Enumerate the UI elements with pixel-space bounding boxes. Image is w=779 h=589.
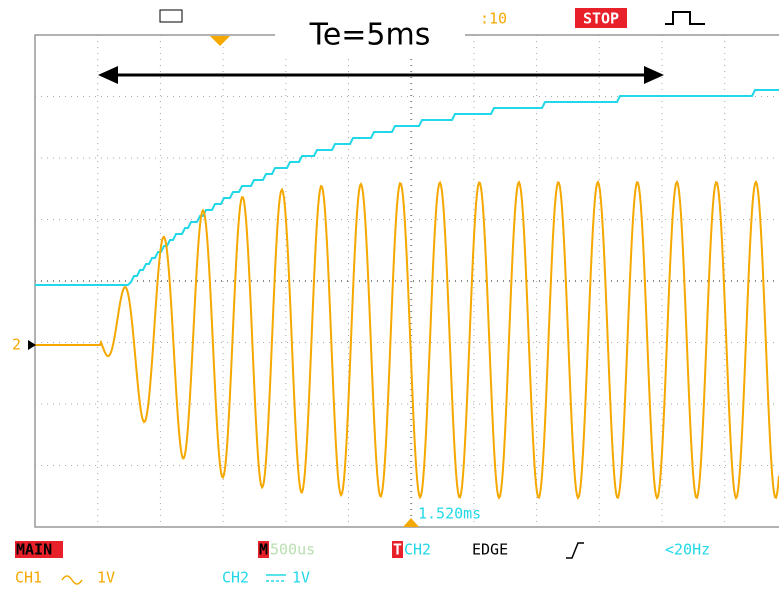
ch1-label: CH1 <box>15 569 42 587</box>
mode: MAIN <box>16 541 52 559</box>
trigger-source: CH2 <box>404 541 431 559</box>
ch2-scale: 1V <box>292 569 310 587</box>
ch2-label: CH2 <box>222 569 249 587</box>
time-ref: :10 <box>480 10 507 28</box>
ch-marker: 2 <box>12 336 21 354</box>
trigger-icon <box>665 12 705 24</box>
scope-screen: STOP :10 2 1.520ms Te=5ms MAIN M 500us T… <box>0 0 779 589</box>
trigger-position <box>210 36 230 46</box>
trigger-filter: <20Hz <box>665 541 710 559</box>
usb-icon <box>160 10 182 22</box>
trigger-point <box>403 518 419 527</box>
ac-icon <box>62 576 82 584</box>
timebase: 500us <box>270 541 315 559</box>
arrow-head <box>644 66 664 84</box>
timebase-prefix: M <box>259 541 268 559</box>
annotation: Te=5ms <box>309 18 431 53</box>
ch1-trace <box>35 182 779 498</box>
slope-icon <box>566 543 584 558</box>
trigger-prefix: T <box>393 541 402 559</box>
cursor-time: 1.520ms <box>418 505 481 523</box>
ch1-scale: 1V <box>97 569 115 587</box>
status: STOP <box>583 10 619 28</box>
trigger-type: EDGE <box>472 541 508 559</box>
arrow-head <box>98 66 118 84</box>
